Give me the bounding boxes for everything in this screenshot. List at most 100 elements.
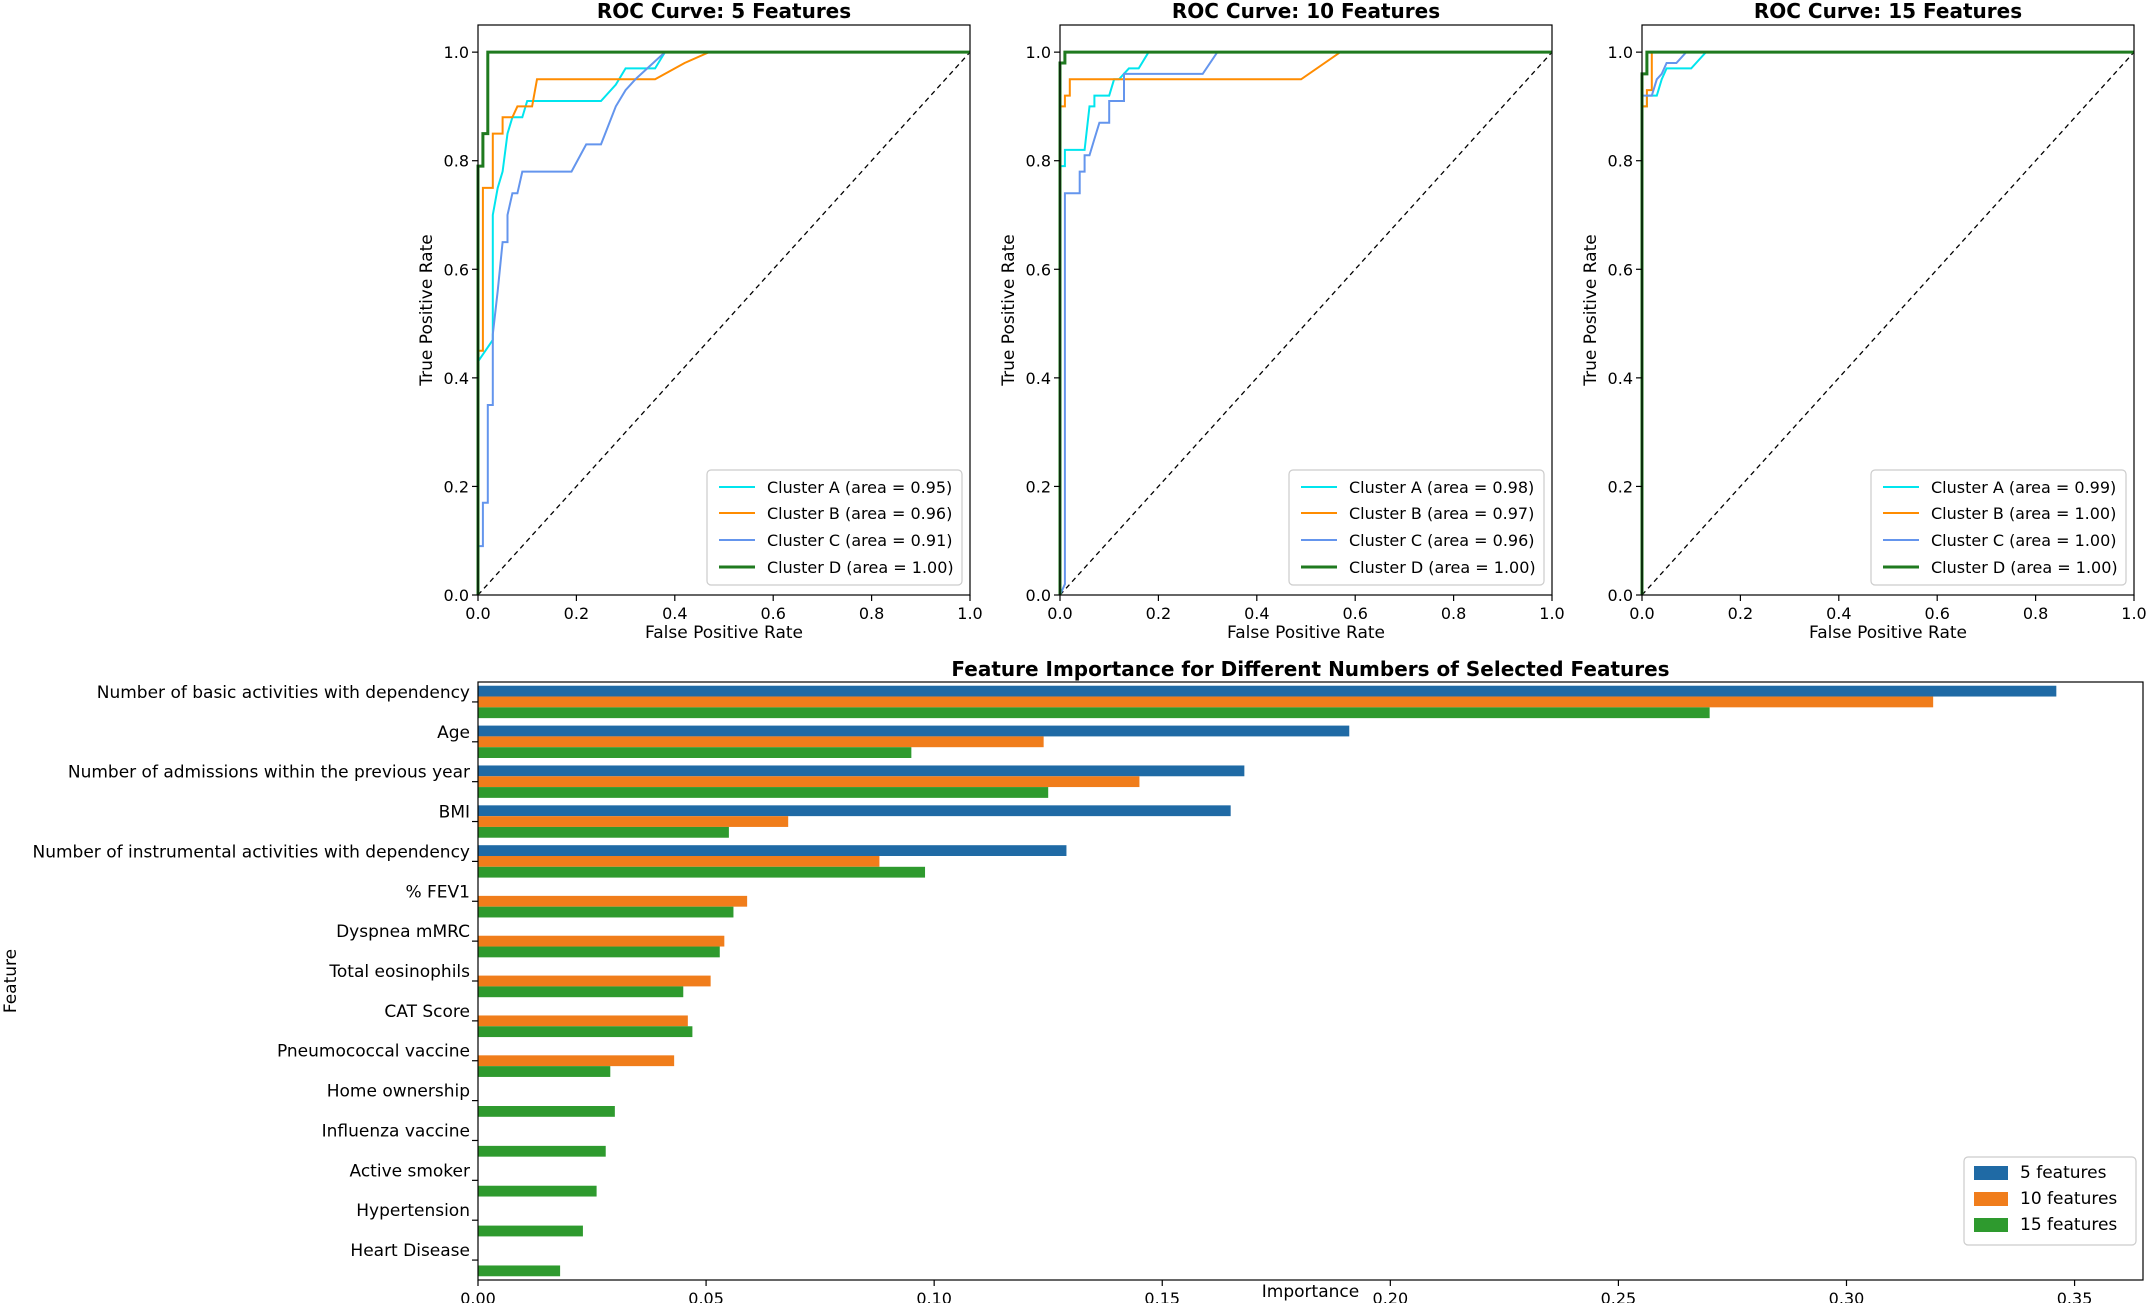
y-tick-label: 0.0 (1026, 586, 1051, 605)
bar-15-features (478, 1106, 615, 1117)
bar-10-features (478, 975, 711, 987)
legend-entry: Cluster C (area = 0.91) (767, 531, 953, 550)
x-tick-label: 0.6 (1924, 604, 1949, 623)
bar-10-features (478, 816, 789, 827)
y-tick-label: BMI (439, 803, 470, 823)
bar-15-features (478, 1225, 583, 1237)
roc-chart-15-features: 0.0 0.2 0.4 0.6 0.8 1.0 0.0 0.2 0.4 0.6 0.8 1.0 ROC … (1581, 0, 2147, 643)
x-tick-label: 0.0 (465, 604, 490, 623)
legend-entry: Cluster D (area = 1.00) (1931, 558, 2118, 577)
x-tick-label: 0.6 (760, 604, 785, 623)
bar-5-features (478, 765, 1245, 777)
bar-10-features (478, 736, 1044, 748)
roc-line-cluster-c (1059, 51, 1552, 596)
y-tick-label: 0.2 (1026, 477, 1051, 496)
legend-entry: Cluster D (area = 1.00) (1349, 558, 1536, 577)
bar-5-features (478, 685, 2057, 697)
y-tick-label: 0.2 (444, 477, 469, 496)
bar-15-features (478, 1185, 597, 1197)
chart-title: ROC Curve: 5 Features (597, 0, 851, 23)
roc-chart-5-features: 0.0 0.2 0.4 0.6 0.8 1.0 0.0 0.2 0.4 0.6 0.8 1.0 ROC … (417, 0, 983, 643)
y-axis-label: True Positive Rate (1581, 234, 1601, 386)
x-axis-label: Importance (1262, 1282, 1359, 1302)
y-tick-label: 1.0 (1608, 43, 1633, 62)
x-tick-label: 0.30 (1829, 1289, 1865, 1303)
y-tick-label: 1.0 (1026, 43, 1051, 62)
x-tick-label: 0.00 (460, 1289, 496, 1303)
y-tick-label: Dyspnea mMRC (336, 922, 470, 942)
legend-entry: Cluster C (area = 1.00) (1931, 531, 2117, 550)
legend-entry: 5 features (2020, 1163, 2107, 1183)
x-axis-label: False Positive Rate (1809, 623, 1967, 643)
y-tick-label: Total eosinophils (328, 962, 470, 982)
y-tick-label: 0.8 (444, 152, 469, 171)
y-tick-label: % FEV1 (405, 882, 470, 902)
x-tick-label: 0.0 (1047, 604, 1072, 623)
roc-chart-10-features: 0.0 0.2 0.4 0.6 0.8 1.0 0.0 0.2 0.4 0.6 0.8 1.0 ROC … (999, 0, 1565, 643)
bar-15-features (478, 946, 720, 958)
legend-entry: Cluster A (area = 0.95) (767, 478, 952, 497)
feature-importance-chart: Number of basic activities with dependen… (1, 657, 2144, 1303)
y-tick-label: CAT Score (384, 1002, 470, 1022)
legend-entry: Cluster B (area = 0.96) (767, 504, 952, 523)
y-tick-label: Home ownership (327, 1082, 470, 1102)
bar-10-features (478, 776, 1140, 788)
bar-15-features (478, 1026, 693, 1038)
x-tick-label: 0.4 (1244, 604, 1269, 623)
x-tick-label: 0.0 (1629, 604, 1654, 623)
y-tick-label: Age (437, 723, 470, 743)
y-tick-label: Influenza vaccine (322, 1121, 470, 1141)
bar-15-features (478, 1145, 606, 1157)
y-tick-label: Pneumococcal vaccine (277, 1042, 470, 1062)
x-axis-label: False Positive Rate (1227, 623, 1385, 643)
bar-15-features (478, 986, 684, 998)
y-tick-label: Number of admissions within the previous… (68, 763, 470, 783)
bar-10-features (478, 935, 725, 947)
legend-entry: Cluster C (area = 0.96) (1349, 531, 1535, 550)
y-tick-label: 1.0 (444, 43, 469, 62)
legend-entry: Cluster A (area = 0.99) (1931, 478, 2116, 497)
legend-swatch (1974, 1218, 2008, 1232)
y-tick-label: Hypertension (356, 1201, 470, 1221)
x-tick-label: 0.15 (1144, 1289, 1180, 1303)
x-tick-label: 0.8 (2023, 604, 2048, 623)
bar-15-features (478, 1066, 611, 1077)
chart-title: ROC Curve: 10 Features (1172, 0, 1440, 23)
bar-10-features (478, 1015, 688, 1027)
roc-line-cluster-b (477, 51, 970, 595)
bar-15-features (478, 826, 729, 838)
x-tick-label: 0.2 (564, 604, 589, 623)
y-tick-label: 0.4 (1026, 369, 1051, 388)
legend-entry: Cluster B (area = 0.97) (1349, 504, 1534, 523)
x-tick-label: 1.0 (1539, 604, 1564, 623)
bar-15-features (478, 906, 734, 918)
bar-5-features (478, 845, 1067, 856)
roc-line-cluster-c (478, 51, 970, 548)
bar-5-features (478, 805, 1231, 817)
legend-entry: Cluster B (area = 1.00) (1931, 504, 2116, 523)
plot-frame (477, 24, 971, 596)
x-tick-label: 0.10 (916, 1289, 952, 1303)
y-tick-label: 0.6 (1608, 260, 1633, 279)
legend-box (706, 469, 963, 586)
chart-title: ROC Curve: 15 Features (1754, 0, 2022, 23)
x-tick-label: 0.4 (662, 604, 687, 623)
bar-15-features (478, 747, 912, 758)
x-tick-label: 0.05 (688, 1289, 724, 1303)
y-tick-label: 0.0 (1608, 586, 1633, 605)
x-tick-label: 0.25 (1601, 1289, 1637, 1303)
y-tick-label: Active smoker (350, 1161, 471, 1181)
y-tick-label: Heart Disease (350, 1241, 470, 1261)
y-tick-label: 0.2 (1608, 477, 1633, 496)
x-tick-label: 0.2 (1146, 604, 1171, 623)
bar-5-features (478, 725, 1350, 737)
y-tick-label: Number of instrumental activities with d… (33, 842, 471, 862)
x-tick-label: 0.8 (859, 604, 884, 623)
bar-15-features (478, 707, 1710, 719)
y-tick-label: 0.0 (444, 586, 469, 605)
x-tick-label: 1.0 (957, 604, 982, 623)
x-tick-label: 0.6 (1342, 604, 1367, 623)
x-tick-label: 0.20 (1373, 1289, 1409, 1303)
y-tick-label: 0.4 (444, 369, 469, 388)
legend-entry: Cluster A (area = 0.98) (1349, 478, 1534, 497)
